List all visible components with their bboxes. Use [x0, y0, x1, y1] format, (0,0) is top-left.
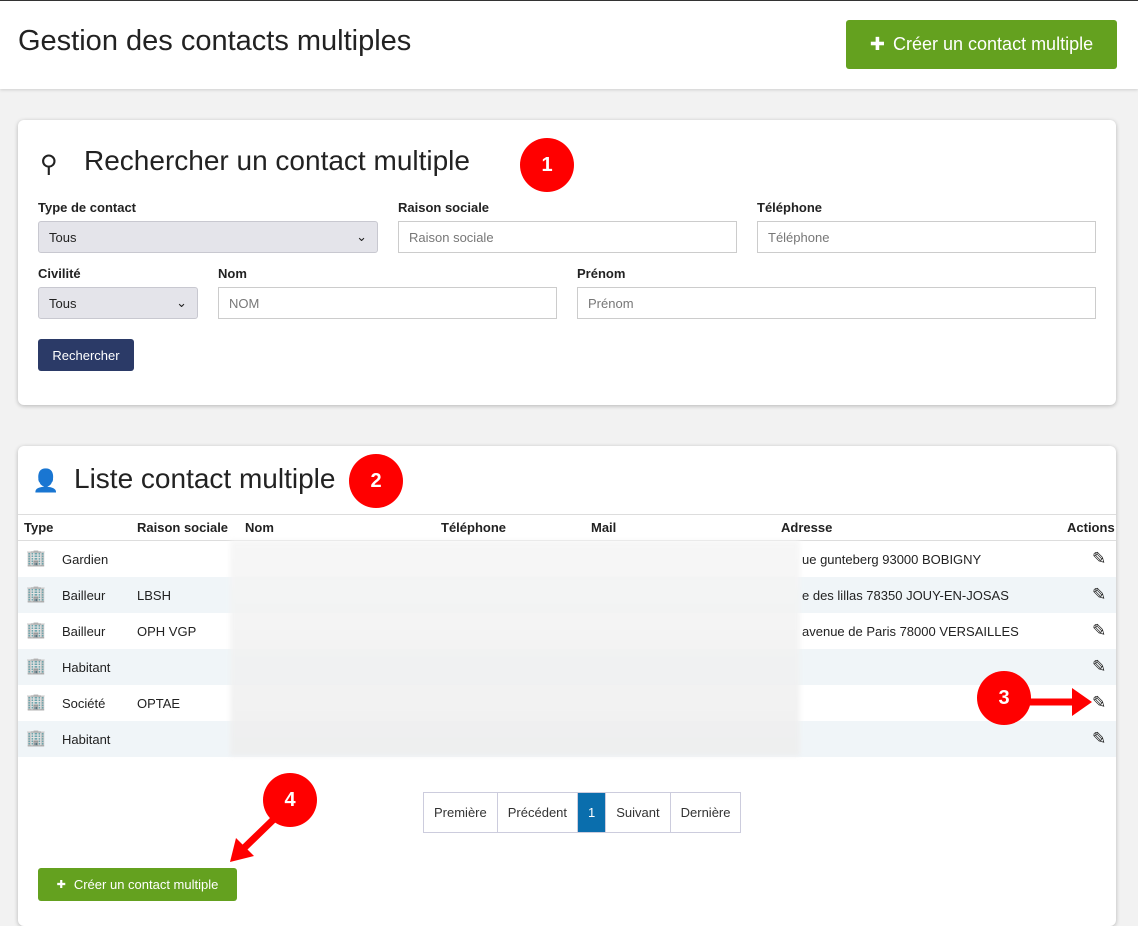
- row-type: Habitant: [62, 732, 111, 747]
- tel-label: Téléphone: [757, 200, 823, 215]
- page-next[interactable]: Suivant: [606, 793, 671, 832]
- table-row: 🏢 Société OPTAE ✎: [18, 685, 1116, 721]
- edit-pencil-icon[interactable]: ✎: [1092, 585, 1107, 604]
- col-actions: Actions: [1067, 520, 1115, 535]
- add-person-icon: ✚: [869, 34, 885, 54]
- annotation-2: 2: [349, 454, 403, 508]
- page-first[interactable]: Première: [424, 793, 498, 832]
- page-prev[interactable]: Précédent: [498, 793, 579, 832]
- civ-value: Tous: [49, 295, 77, 311]
- edit-pencil-icon[interactable]: ✎: [1092, 549, 1107, 568]
- redacted-area: [230, 540, 800, 756]
- arrowhead-4: [230, 838, 254, 862]
- row-adresse: avenue de Paris 78000 VERSAILLES: [802, 624, 1019, 639]
- pagination: Première Précédent 1 Suivant Dernière: [423, 792, 742, 833]
- building-person-icon: 🏢: [26, 658, 46, 675]
- edit-pencil-icon[interactable]: ✎: [1092, 729, 1107, 748]
- annotation-4: 4: [263, 773, 317, 827]
- annotation-1: 1: [520, 138, 574, 192]
- col-adresse: Adresse: [781, 520, 833, 535]
- col-raison: Raison sociale: [137, 520, 229, 535]
- edit-pencil-icon[interactable]: ✎: [1092, 693, 1107, 712]
- search-icon: ⚲: [40, 151, 58, 178]
- table-row: 🏢 Habitant ✎: [18, 721, 1116, 757]
- building-person-icon: 🏢: [26, 730, 46, 747]
- col-nom: Nom: [245, 520, 274, 535]
- divider: [18, 514, 1116, 515]
- create-contact-button-bottom[interactable]: ✚ Créer un contact multiple: [38, 868, 237, 901]
- table-row: 🏢 Bailleur OPH VGP avenue de Paris 78000…: [18, 613, 1116, 649]
- table-row: 🏢 Gardien ue gunteberg 93000 BOBIGNY ✎: [18, 541, 1116, 577]
- person-icon: 👤: [32, 468, 60, 493]
- building-person-icon: 🏢: [26, 622, 46, 639]
- nom-input[interactable]: NOM: [218, 287, 557, 319]
- arrow-4: [239, 815, 278, 853]
- col-type: Type: [24, 520, 54, 535]
- row-raison: OPH VGP: [137, 624, 197, 639]
- row-type: Bailleur: [62, 588, 106, 603]
- row-type: Société: [62, 696, 106, 711]
- search-title: Rechercher un contact multiple: [84, 145, 470, 176]
- list-title: Liste contact multiple: [74, 463, 336, 494]
- row-type: Bailleur: [62, 624, 106, 639]
- prenom-input[interactable]: Prénom: [577, 287, 1096, 319]
- building-person-icon: 🏢: [26, 586, 46, 603]
- col-tel: Téléphone: [441, 520, 507, 535]
- civ-select[interactable]: Tous ⌄: [38, 287, 198, 319]
- raison-label: Raison sociale: [398, 200, 490, 215]
- edit-pencil-icon[interactable]: ✎: [1092, 621, 1107, 640]
- col-mail: Mail: [591, 520, 617, 535]
- chevron-down-icon: ⌄: [176, 295, 187, 310]
- row-adresse: e des lillas 78350 JOUY-EN-JOSAS: [802, 588, 1009, 603]
- row-raison: LBSH: [137, 588, 171, 603]
- type-label: Type de contact: [38, 200, 137, 215]
- page-header: Gestion des contacts multiples ✚ Créer un…: [0, 0, 1138, 89]
- prenom-label: Prénom: [577, 266, 626, 281]
- type-select[interactable]: Tous ⌄: [38, 221, 378, 253]
- tel-input[interactable]: Téléphone: [757, 221, 1096, 253]
- page-1[interactable]: 1: [578, 793, 607, 832]
- create-contact-button[interactable]: ✚ Créer un contact multiple: [846, 20, 1117, 69]
- row-type: Habitant: [62, 660, 111, 675]
- raison-input[interactable]: Raison sociale: [398, 221, 737, 253]
- edit-pencil-icon[interactable]: ✎: [1092, 657, 1107, 676]
- search-button[interactable]: Rechercher: [38, 339, 134, 371]
- row-raison: OPTAE: [137, 696, 181, 711]
- chevron-down-icon: ⌄: [356, 229, 367, 244]
- type-value: Tous: [49, 229, 77, 245]
- building-person-icon: 🏢: [26, 694, 46, 711]
- annotation-3: 3: [977, 671, 1031, 725]
- page-last[interactable]: Dernière: [680, 805, 731, 820]
- nom-label: Nom: [218, 266, 247, 281]
- add-person-icon: ✚: [56, 879, 66, 891]
- arrowhead-3: [1072, 688, 1092, 716]
- page-title: Gestion des contacts multiples: [18, 25, 412, 57]
- row-type: Gardien: [62, 552, 109, 567]
- building-person-icon: 🏢: [26, 550, 46, 567]
- civ-label: Civilité: [38, 266, 81, 281]
- row-adresse: ue gunteberg 93000 BOBIGNY: [802, 552, 982, 567]
